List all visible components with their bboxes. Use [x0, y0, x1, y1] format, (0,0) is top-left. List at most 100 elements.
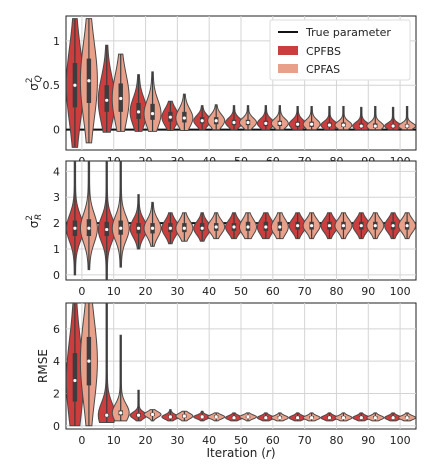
violin-median-dot — [119, 411, 123, 415]
grid — [66, 303, 416, 429]
violin-median-dot — [119, 96, 123, 101]
legend-cpfas-swatch — [278, 64, 298, 73]
violin-median-dot — [214, 415, 218, 419]
violin-median-dot — [327, 224, 332, 228]
legend-cpfbs-swatch — [278, 46, 298, 55]
violin-median-dot — [246, 120, 250, 125]
x-tick-label: 10 — [107, 285, 121, 298]
violin-median-dot — [391, 416, 395, 420]
y-axis-label-sigma-r: σ2R — [25, 214, 44, 229]
y-tick-labels: 00.51 — [43, 35, 61, 137]
violin-median-dot — [246, 225, 250, 229]
violin-median-dot — [278, 416, 282, 420]
violin-median-dot — [182, 226, 186, 230]
violin-median-dot — [310, 416, 314, 420]
x-tick-label: 30 — [170, 285, 184, 298]
violin-median-dot — [405, 124, 409, 128]
legend-label-cpfas: CPFAS — [306, 63, 340, 76]
violin-median-dot — [73, 226, 77, 230]
violin-median-dot — [182, 116, 186, 120]
violin-median-dot — [373, 124, 377, 128]
x-tick-label: 50 — [234, 434, 248, 447]
violin-median-dot — [105, 98, 109, 102]
violins — [66, 303, 416, 427]
violin-median-dot — [359, 416, 363, 420]
violin-median-dot — [87, 226, 91, 230]
x-tick-label: 0 — [78, 285, 85, 298]
violin-median-dot — [119, 226, 123, 230]
violin-median-dot — [246, 415, 250, 419]
violin-median-dot — [327, 123, 332, 127]
violin-iqr-box — [72, 353, 78, 402]
violins — [66, 161, 416, 280]
x-tick-label: 50 — [234, 285, 248, 298]
violin-median-dot — [264, 225, 268, 229]
violin-median-dot — [264, 416, 268, 420]
y-tick-label: 1 — [53, 243, 60, 256]
violin-median-dot — [359, 124, 363, 128]
y-axis-label-rmse: RMSE — [36, 349, 50, 383]
violin-median-dot — [168, 415, 172, 419]
x-tick-label: 10 — [107, 434, 121, 447]
violin-median-dot — [310, 122, 314, 126]
violin-median-dot — [405, 416, 409, 420]
x-tick-label: 90 — [361, 285, 375, 298]
violin-median-dot — [168, 226, 172, 230]
violin-median-dot — [200, 119, 204, 123]
violin-median-dot — [136, 226, 141, 230]
violin-median-dot — [73, 83, 77, 87]
violin-median-dot — [136, 110, 141, 114]
violin-median-dot — [373, 416, 377, 420]
x-tick-label: 100 — [390, 285, 411, 298]
y-tick-labels: 0 1 2 3 4 — [53, 165, 60, 281]
violin-median-dot — [200, 226, 204, 230]
violin-median-dot — [73, 378, 77, 383]
y-tick-label: 2 — [53, 387, 60, 400]
x-axis-label: Iteration (r) — [206, 446, 275, 460]
y-tick-label: 0 — [53, 269, 60, 282]
y-tick-label: 4 — [53, 165, 60, 178]
violins — [66, 18, 416, 148]
y-tick-label: 0.5 — [43, 79, 61, 92]
violin-median-dot — [278, 121, 282, 125]
x-tick-label: 30 — [170, 434, 184, 447]
legend-label-true-parameter: True parameter — [305, 26, 391, 39]
violin-median-dot — [150, 412, 155, 417]
legend-frame — [269, 19, 411, 81]
y-tick-labels: 0 2 4 6 — [53, 323, 60, 433]
violin-median-dot — [296, 122, 300, 126]
violin-median-dot — [391, 224, 395, 228]
violin-median-dot — [182, 414, 186, 418]
x-tick-label: 20 — [139, 285, 153, 298]
y-tick-label: 1 — [53, 35, 60, 48]
y-tick-label: 3 — [53, 191, 60, 204]
violin-median-dot — [232, 416, 236, 420]
violin-median-dot — [232, 225, 236, 229]
y-tick-label: 4 — [53, 355, 60, 368]
y-axis-label-sigma-q: σ2Q — [25, 75, 44, 90]
violin-median-dot — [341, 416, 346, 420]
x-tick-labels: 0 10 20 30 40 50 60 70 80 90 100 — [78, 285, 410, 298]
violin-median-dot — [214, 225, 218, 229]
violin-median-dot — [341, 224, 346, 228]
x-tick-labels: 0 10 20 30 40 50 60 70 80 90 100 — [78, 434, 410, 447]
violin-median-dot — [405, 224, 409, 228]
x-tick-label: 80 — [329, 434, 343, 447]
y-tick-label: 2 — [53, 217, 60, 230]
x-tick-label: 70 — [298, 434, 312, 447]
x-tick-label: 20 — [139, 434, 153, 447]
panel-rmse: 0 2 4 6 0 10 20 30 40 50 60 70 80 90 100 RMSE — [36, 302, 417, 447]
violin-median-dot — [373, 224, 377, 228]
violin-iqr-box — [104, 85, 109, 112]
violin-median-dot — [87, 359, 91, 363]
y-tick-label: 6 — [53, 323, 60, 336]
violin-median-dot — [296, 224, 300, 228]
violin-median-dot — [168, 115, 172, 119]
legend-label-cpfbs: CPFBS — [306, 45, 341, 58]
violin-median-dot — [87, 79, 91, 83]
violin-median-dot — [264, 121, 268, 125]
violin-median-dot — [200, 415, 204, 419]
violin-median-dot — [341, 123, 346, 127]
